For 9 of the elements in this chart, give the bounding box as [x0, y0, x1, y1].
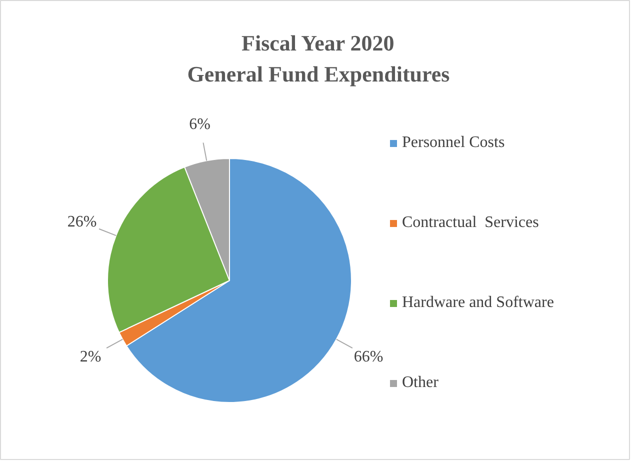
legend-label: Other: [402, 374, 438, 392]
data-label: 66%: [354, 348, 384, 366]
data-label: 26%: [67, 214, 97, 231]
legend-label: Contractual Services: [402, 214, 539, 232]
data-label: 2%: [80, 348, 102, 366]
chart-title: Fiscal Year 2020 General Fund Expenditures: [187, 30, 450, 87]
data-label: 6%: [189, 116, 210, 134]
legend-label: Personnel Costs: [402, 134, 505, 152]
legend-label: Hardware and Software: [402, 294, 554, 312]
